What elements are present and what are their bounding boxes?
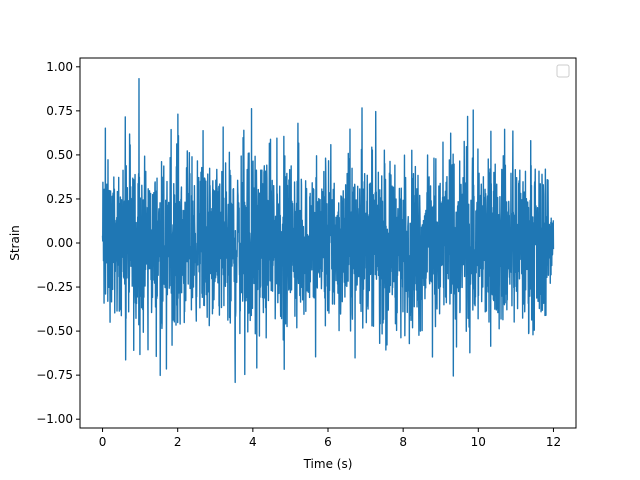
y-axis-ticks: −1.00 −0.75 −0.50 −0.25 0.00 0.25 0.50 0.75 1.00 (36, 60, 80, 426)
series-layer (101, 78, 555, 384)
y-tick-label: 0.00 (46, 236, 73, 250)
x-axis-ticks: 0 2 4 6 8 10 12 (99, 428, 561, 449)
y-tick-label: 0.75 (46, 104, 73, 118)
legend-box (556, 64, 570, 78)
y-tick-label: −0.50 (36, 324, 73, 338)
y-tick-label: −0.75 (36, 368, 73, 382)
x-tick-label: 6 (324, 435, 332, 449)
x-tick-label: 12 (546, 435, 561, 449)
strain-series-line (101, 78, 555, 384)
y-tick-label: −0.25 (36, 280, 73, 294)
x-axis-label: Time (s) (303, 457, 353, 471)
x-tick-label: 0 (99, 435, 107, 449)
y-tick-label: 0.50 (46, 148, 73, 162)
x-tick-label: 10 (471, 435, 486, 449)
y-tick-label: 1.00 (46, 60, 73, 74)
y-tick-label: 0.25 (46, 192, 73, 206)
y-tick-label: −1.00 (36, 412, 73, 426)
y-axis-label: Strain (8, 225, 22, 261)
x-tick-label: 4 (249, 435, 257, 449)
x-tick-label: 8 (399, 435, 407, 449)
x-tick-label: 2 (174, 435, 182, 449)
